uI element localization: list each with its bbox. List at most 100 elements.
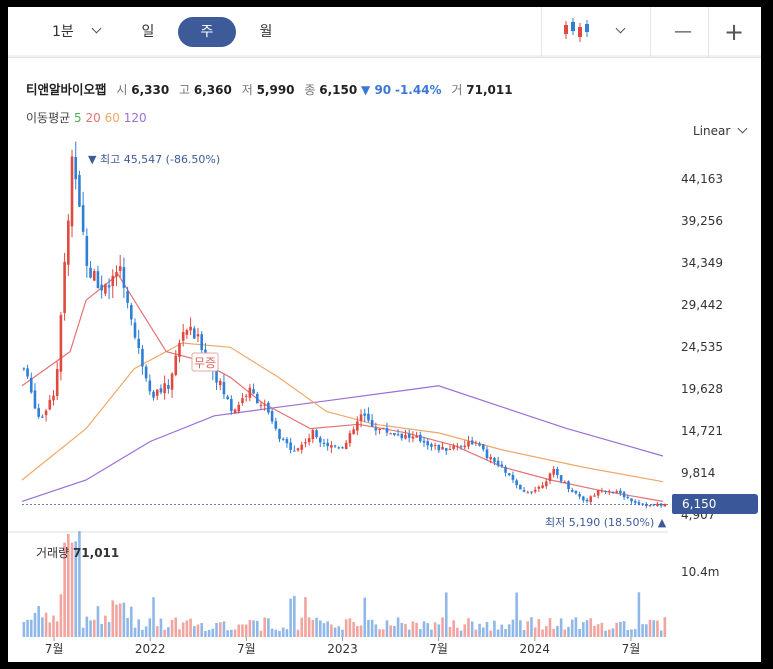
candle-body [630, 498, 633, 502]
candle-body [370, 419, 374, 427]
moving-average-legend[interactable]: 이동평균 5 20 60 120 [26, 109, 147, 126]
zoom-in-button[interactable]: + [723, 18, 745, 46]
volume-bar [441, 617, 444, 637]
volume-bar [474, 629, 478, 637]
y-tick-label: 14,721 [681, 424, 723, 438]
candle-body [59, 315, 63, 372]
volume-bar [59, 594, 63, 637]
volume-bar [152, 597, 155, 637]
candlestick-type-icon[interactable] [561, 15, 591, 45]
candle-body [63, 261, 66, 313]
volume-bar [330, 624, 333, 637]
candle-body [300, 444, 304, 450]
candle-body [656, 503, 659, 506]
volume-bar [67, 534, 70, 637]
candle-body [55, 369, 59, 396]
volume-bar [322, 623, 326, 637]
volume-bar [285, 629, 289, 637]
volume-bar [548, 618, 552, 637]
candle-body [619, 490, 622, 494]
volume-bar [33, 612, 37, 637]
candle-body [148, 380, 152, 392]
ma120-line [21, 385, 664, 502]
volume-bar [356, 626, 359, 637]
volume-bar [470, 621, 474, 637]
candle-body [507, 473, 511, 476]
open-value: 6,330 [131, 83, 170, 97]
price-chart[interactable]: 44,163 39,256 34,349 29,442 24,535 19,628 14,7… [8, 7, 761, 662]
volume-bar [133, 627, 137, 637]
volume-bar [411, 621, 415, 637]
x-tick-label: 7월 [622, 642, 641, 656]
volume-bar [552, 628, 555, 637]
candle-body [289, 442, 292, 450]
toolbar-divider [650, 7, 651, 57]
volume-bar [578, 628, 581, 637]
candle-body [515, 480, 518, 486]
candle-body [493, 458, 496, 462]
candle-body [430, 444, 433, 447]
volume-bar [589, 618, 593, 637]
candle-body [374, 427, 378, 431]
candle-body [192, 328, 196, 339]
volume-panel-value: 71,011 [72, 546, 120, 560]
scale-mode-select[interactable]: Linear [693, 123, 748, 138]
candle-body [44, 410, 48, 416]
x-tick-label: 7월 [429, 642, 448, 656]
candle-body [22, 368, 26, 370]
candle-body [41, 416, 44, 418]
zoom-out-button[interactable]: — [674, 21, 692, 42]
candle-body [118, 266, 122, 271]
volume-bar [211, 628, 215, 637]
candle-body [67, 220, 70, 265]
volume-bar [311, 619, 315, 637]
volume-bar [378, 629, 381, 637]
candle-body [259, 404, 263, 406]
volume-bar [104, 615, 107, 637]
candle-body [559, 475, 563, 482]
volume-bar [307, 617, 311, 637]
volume-bar [241, 624, 244, 637]
candle-body [363, 413, 367, 416]
volume-bar [126, 617, 129, 637]
candle-body [356, 421, 359, 431]
candle-body [422, 440, 426, 443]
volume-bar [144, 626, 148, 637]
candle-body [663, 504, 667, 507]
volume-bar [81, 627, 85, 637]
volume-bar [170, 619, 174, 637]
period-tab-day[interactable]: 일 [141, 24, 155, 40]
volume-bar [596, 624, 600, 637]
candle-body [167, 385, 170, 389]
volume-bar [289, 598, 292, 637]
candle-body [270, 411, 274, 422]
close-label: 종 [304, 83, 316, 97]
ma60-line [21, 342, 664, 483]
volume-bar [159, 618, 163, 637]
volume-bar [393, 626, 396, 637]
candle-body [552, 469, 555, 475]
candle-body [537, 486, 541, 489]
candle-body [367, 413, 370, 421]
candle-body [293, 450, 296, 452]
ohlc-info: 티앤알바이오팹 시 6,330 고 6,360 저 5,990 종 6,150 … [26, 79, 513, 98]
volume-panel-title: 거래량 71,011 [36, 544, 119, 561]
candle-body [404, 435, 407, 439]
candle-body [130, 305, 133, 320]
candle-body [385, 428, 389, 433]
volume-label: 거 [451, 83, 463, 97]
volume-bar [174, 617, 178, 637]
candle-body [111, 275, 115, 287]
volume-bar [296, 629, 300, 637]
candle-body [237, 404, 241, 412]
period-tab-month[interactable]: 월 [259, 24, 273, 40]
candle-body [407, 434, 411, 438]
volume-bar [663, 617, 667, 637]
candle-body [645, 504, 648, 506]
volume-bar [526, 621, 530, 637]
candle-body [389, 433, 392, 435]
candle-body [322, 442, 326, 444]
period-tab-week[interactable]: 주 [178, 17, 236, 47]
volume-bar [652, 620, 656, 637]
interval-select[interactable]: 1분 [38, 17, 102, 47]
